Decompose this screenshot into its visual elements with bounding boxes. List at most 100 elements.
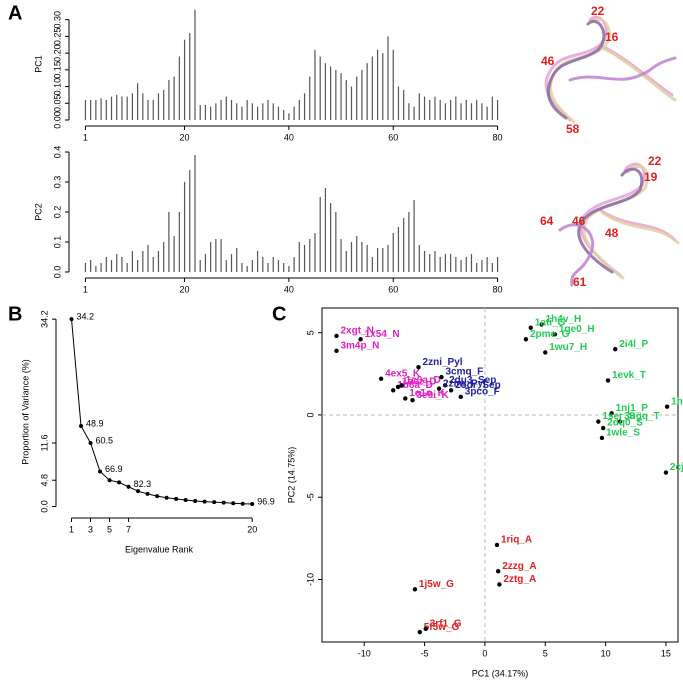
x-tick-label: 7 [126,524,131,534]
y-tick-label: 0.0 [39,500,49,513]
residue-label: 64 [540,214,554,228]
point-label: 2xgt_N [340,326,373,337]
panel-label: A [8,2,22,24]
point [613,346,618,352]
x-tick-label: 1 [83,132,88,142]
x-tick-label: 20 [180,132,190,142]
point-label: 3ugq_T [624,411,660,422]
point [403,396,408,401]
point [663,470,669,475]
point-label: 1b8a_D [397,380,433,391]
point [423,626,428,632]
point-label: 1h4v_H [546,314,582,325]
y-tick-label: 0 [305,412,315,417]
point [193,499,198,504]
point-label: 1ati_G [535,317,566,328]
residue-label: 48 [605,226,619,240]
point-label: 3rf1_G [430,618,462,629]
cumulative-label: 48.9 [86,418,104,428]
x-tick-label: 40 [284,284,294,294]
cumulative-label: 82.3 [134,479,152,489]
point [221,500,226,505]
point-label: 2zzg_A [502,561,536,572]
point [552,332,558,337]
structure-image: 22 19 64 46 48 61 [540,154,680,289]
x-tick-label: 5 [543,648,548,658]
x-tick-label: 1 [83,284,88,294]
point [155,494,160,499]
y-tick-label: 4.8 [39,474,49,487]
point-label: 2zni_Pyl [423,357,463,368]
point-label: 1asz_D [402,377,436,388]
point [539,322,544,327]
point-label: 1wu7_H [549,342,587,353]
point [231,501,236,506]
point-label: 1h4t_P [671,396,683,407]
residue-label: 22 [648,154,662,168]
point-label: 1x54_N [365,329,400,340]
point [107,478,112,483]
y-tick-label: 0.15 [52,61,62,79]
point [378,376,384,381]
x-tick-label: -5 [421,648,429,658]
x-tick-label: 60 [388,132,398,142]
x-tick-label: 80 [493,284,503,294]
point-label: 1qe0_H [559,324,595,335]
point [202,499,207,504]
x-axis-title: Eigenvalue Rank [125,544,194,554]
x-tick-label: 5 [107,524,112,534]
cumulative-label: 34.2 [77,311,95,321]
line [71,319,253,505]
x-tick-label: 0 [482,648,487,658]
x-tick-label: 80 [493,132,503,142]
point-label: 2pme_G [530,329,570,340]
point [69,317,74,322]
cumulative-label: 60.5 [96,435,114,445]
point [497,582,502,587]
cumulative-label: 66.9 [105,464,123,474]
y-tick-label: 0.30 [52,11,62,29]
y-tick-label: 0.05 [52,95,62,113]
x-tick-label: 1 [69,524,74,534]
point [183,497,188,502]
residue-label: 46 [541,54,555,68]
point-label: 2cj9_S2 [670,462,683,473]
x-tick-label: 60 [388,284,398,294]
x-axis-title: PC1 (34.17%) [472,668,529,678]
point [664,404,670,409]
point [417,629,422,635]
point [334,348,339,353]
point-label: 1nj1_P [616,403,649,414]
point [458,394,463,400]
point [391,388,396,393]
point [617,419,623,424]
point [212,500,217,505]
point [334,333,339,339]
y-tick-label: 0.25 [52,28,62,46]
point-label: 1wle_S [606,428,640,439]
point-label: 2ztg_A [503,574,536,585]
point [494,542,500,548]
x-tick-label: -10 [358,648,371,658]
point [528,325,533,330]
point [543,350,548,355]
point [117,480,122,485]
point [395,384,401,390]
point-label: 2zim_Pyl [443,378,486,389]
point [495,569,501,574]
point [436,386,442,391]
x-tick-label: 20 [180,284,190,294]
point-label: 1c0a_D [406,375,441,386]
point [79,423,84,428]
point [442,383,448,388]
point [599,435,605,441]
point-label: 3cmq_F [445,367,483,378]
y-tick-label: 0.10 [52,78,62,96]
panel-label: C [272,303,286,325]
point [412,587,418,592]
y-tick-label: -10 [305,573,315,586]
point-label: 1ser_S [602,411,635,422]
point [410,397,415,403]
y-tick-label: 0.20 [52,44,62,62]
